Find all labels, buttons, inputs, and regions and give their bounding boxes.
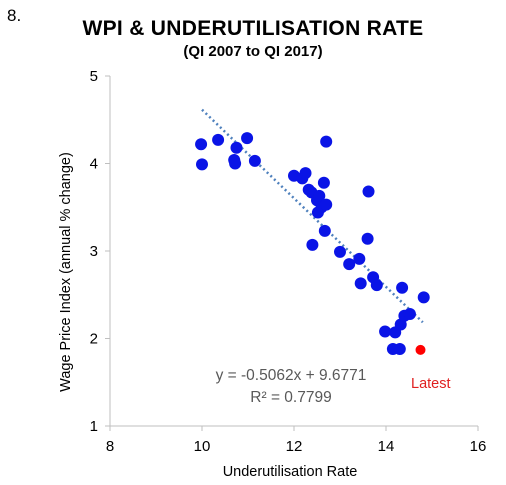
data-point [343,258,356,271]
y-tick-label: 5 [90,68,98,85]
y-tick-label: 3 [90,243,98,260]
latest-label: Latest [411,376,451,392]
x-tick-label: 14 [378,438,395,455]
trendline-layer [201,108,424,324]
x-tick-label: 12 [286,438,303,455]
data-point [313,189,326,202]
x-tick-label: 16 [470,438,487,455]
slide-number: 8. [7,6,22,25]
data-point [361,232,374,245]
data-point [306,238,319,251]
data-point [396,281,409,294]
x-tick-label: 8 [106,438,114,455]
data-point [248,154,261,167]
data-point [417,291,430,304]
data-point [299,167,312,180]
y-tick-label: 2 [90,331,98,348]
data-point [362,185,375,198]
r-squared-label: R² = 0.7799 [250,389,331,406]
trendline [201,108,424,324]
points-layer [195,132,430,355]
x-tick-label: 10 [194,438,211,455]
chart-title: WPI & UNDERUTILISATION RATE [82,17,424,40]
y-tick-label: 1 [90,418,98,435]
data-point [241,132,254,145]
x-axis-title: Underutilisation Rate [223,464,358,480]
data-point [379,325,392,338]
latest-point [415,344,426,355]
data-point [230,141,243,154]
data-point [393,343,406,355]
data-point [403,308,416,320]
data-point [320,135,333,148]
data-point [334,245,346,258]
data-point [370,279,383,292]
data-point [229,157,242,170]
data-point [354,277,367,290]
data-point [196,158,208,171]
y-axis-title: Wage Price Index (annual % change) [58,152,74,392]
data-point [195,138,208,151]
data-point [353,252,366,265]
data-point [212,133,225,146]
data-point [317,176,330,189]
data-point [320,198,333,211]
equation-label: y = -0.5062x + 9.6771 [216,367,367,384]
chart-subtitle: (QI 2007 to QI 2017) [183,43,323,60]
data-point [318,224,331,237]
y-tick-label: 4 [90,156,98,173]
